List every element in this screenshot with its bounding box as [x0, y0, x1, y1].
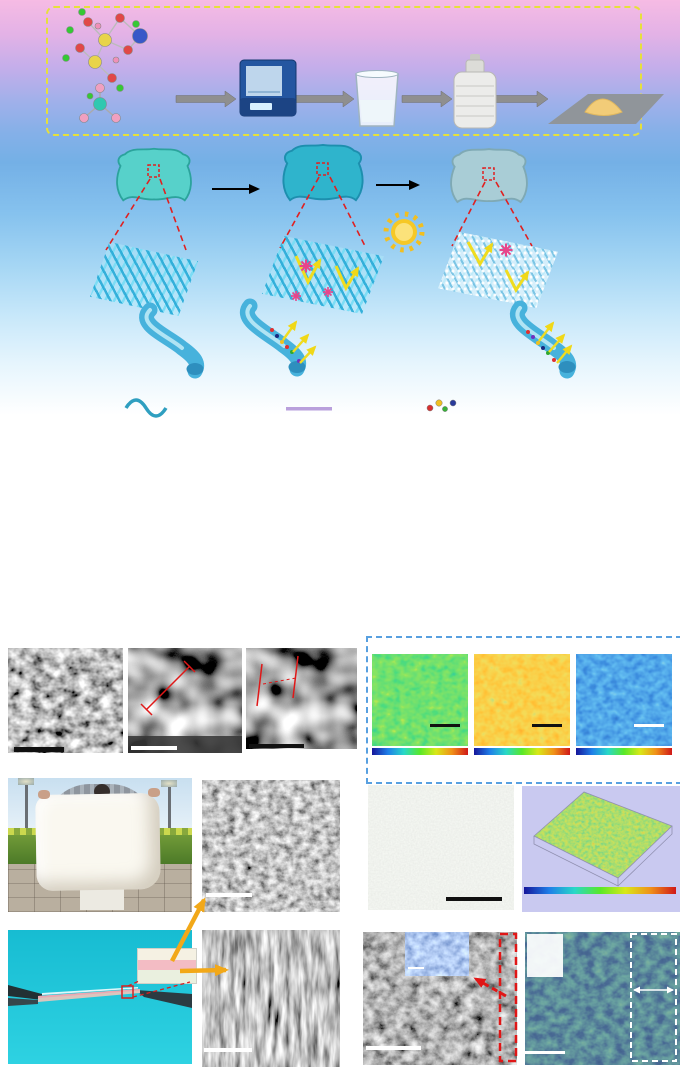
- scalebar: [634, 724, 664, 727]
- colorbar: [372, 748, 468, 755]
- lamp-right: [161, 780, 177, 787]
- sem-inset-coating: [405, 932, 469, 976]
- hide-coated: [450, 148, 528, 203]
- autoclave-icon: [453, 54, 497, 129]
- collagen-fiber-icons: [139, 298, 577, 379]
- mg-particles-legend-icon: [426, 399, 457, 412]
- sem-fiber-side: [202, 930, 340, 1067]
- colorbar: [474, 748, 570, 755]
- scalebar: [206, 893, 252, 897]
- collagen-fiber-legend-icon: [124, 398, 168, 418]
- flow-arrows: [175, 90, 549, 108]
- balance-icon: [239, 59, 297, 117]
- pvdf-hfp-legend-icon: [286, 407, 332, 411]
- topography-colorbar: [524, 887, 676, 894]
- cross-section-inset: [137, 948, 197, 984]
- fiber-emission-arrows: [282, 320, 573, 364]
- inset-scalebar: [408, 967, 424, 969]
- xrd-chart: [246, 424, 462, 634]
- eds-legend: [527, 934, 563, 977]
- optical-surface-image: [368, 785, 514, 910]
- scalebar: [131, 746, 177, 750]
- colorbar-ticks: [474, 757, 570, 781]
- eds-row: [528, 966, 562, 972]
- scalebar: [525, 1051, 565, 1054]
- hide-natural: [116, 147, 192, 202]
- hide-soaked: [282, 143, 364, 202]
- fiber-particle-dots: [270, 328, 556, 363]
- scalebar: [532, 724, 562, 727]
- lamp-left: [18, 778, 34, 785]
- tem-image-1: [128, 648, 242, 753]
- scalebar: [249, 744, 304, 748]
- colorbar: [576, 748, 672, 755]
- lamp-post-left: [25, 780, 28, 830]
- scalebar: [446, 897, 502, 901]
- beaker-icon: [355, 70, 399, 127]
- scalebar: [366, 1046, 421, 1050]
- hand-right: [148, 788, 160, 797]
- sun-icon: [383, 211, 425, 253]
- panel-a-dashed-border: [46, 6, 642, 136]
- scalebar: [204, 1048, 252, 1052]
- ftir-chart: [8, 424, 240, 634]
- colorbar-ticks: [372, 757, 468, 781]
- xrd-stack-chart: [478, 424, 680, 634]
- hand-left: [38, 790, 50, 799]
- zoom-markers: [105, 162, 533, 251]
- scheme-art: [62, 8, 664, 418]
- colorbar-ticks: [576, 757, 672, 781]
- photo-leather-outdoor: [8, 778, 192, 912]
- scalebar: [430, 724, 460, 727]
- scalebar: [14, 747, 64, 752]
- thermal-maps-panel: [366, 636, 680, 784]
- lamp-post-right: [168, 782, 171, 830]
- sem-image-powder: [8, 648, 123, 753]
- reflect-arrows: [294, 241, 530, 293]
- tem-image-2: [246, 648, 357, 749]
- powder-product-icon: [548, 94, 664, 124]
- sem-coated-surface: [202, 780, 340, 912]
- white-leather-sheet: [35, 792, 161, 892]
